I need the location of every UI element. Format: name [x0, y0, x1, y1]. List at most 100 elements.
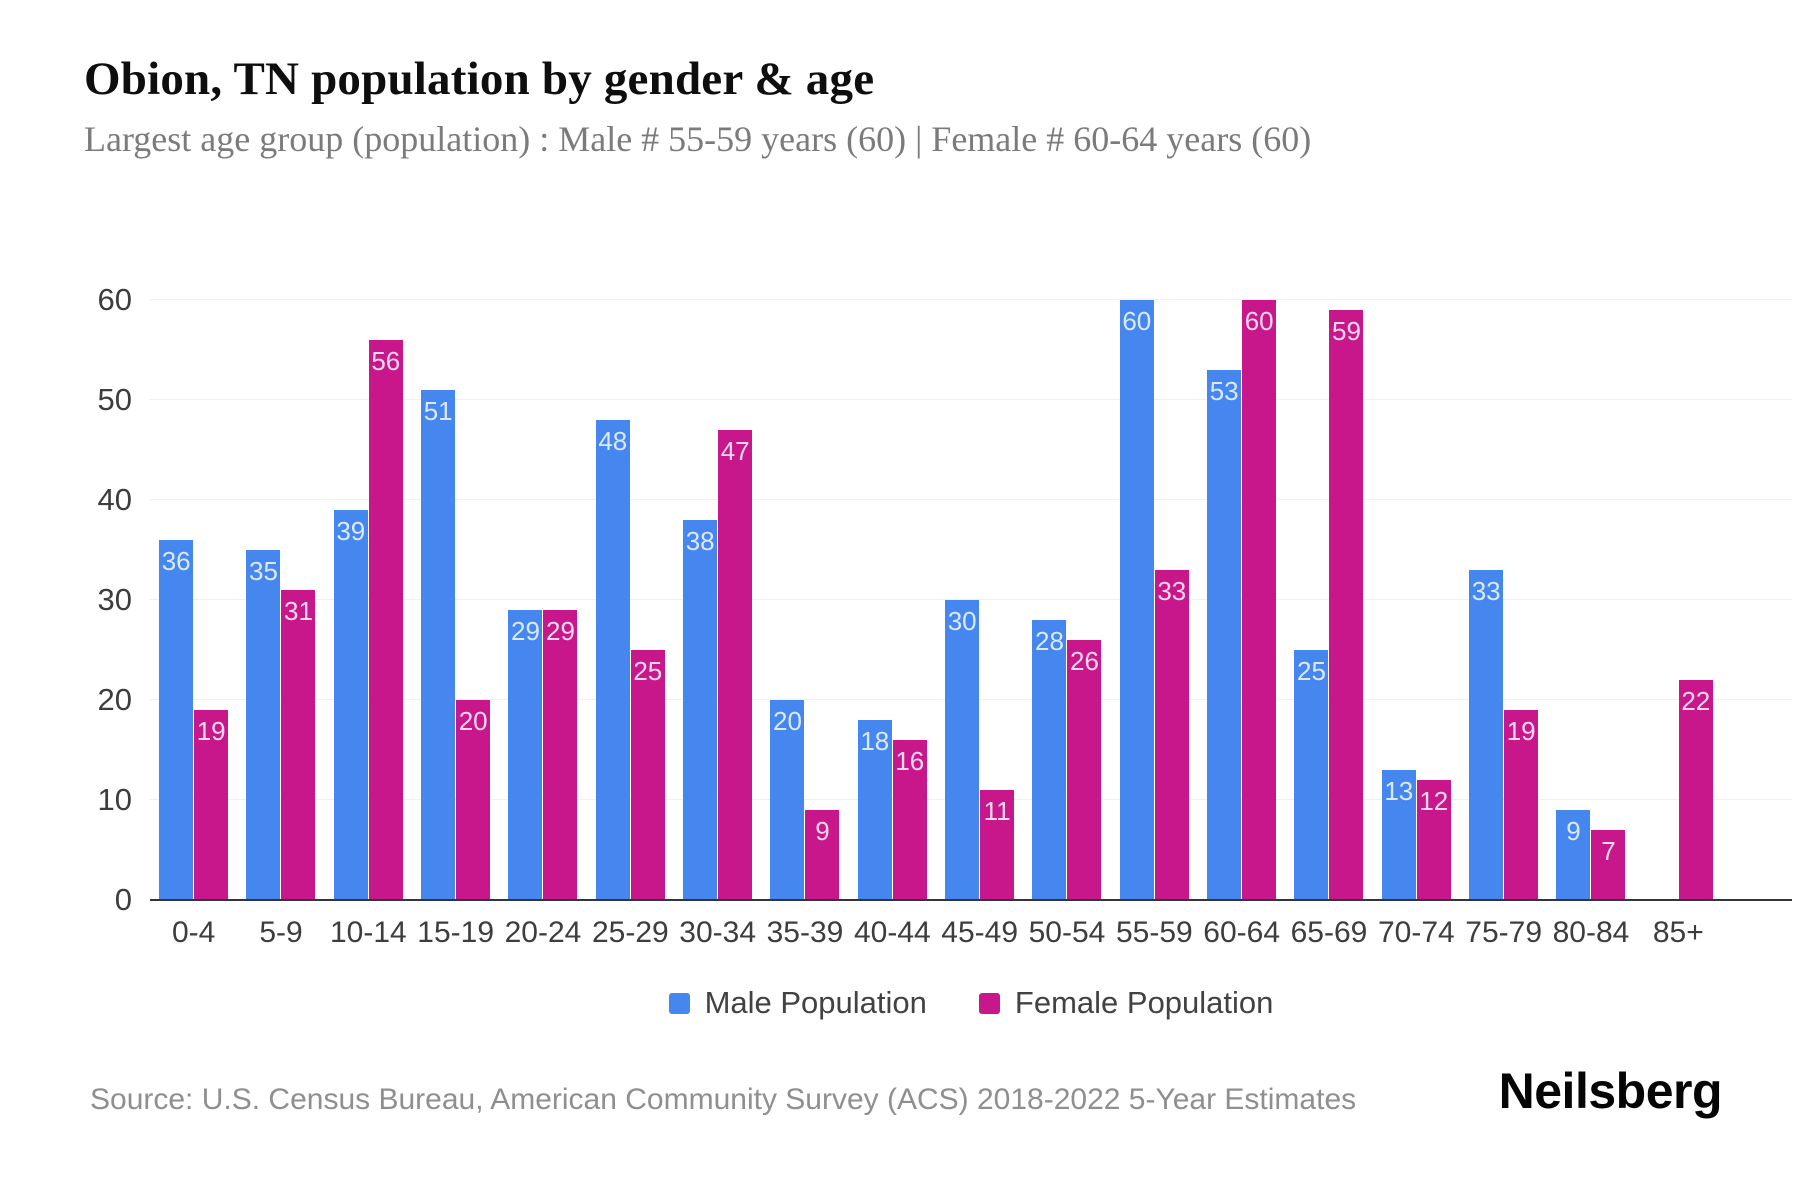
bar-female: 47	[718, 430, 753, 900]
bar-value-label: 20	[458, 706, 488, 736]
bar-male: 51	[421, 390, 456, 900]
legend: Male Population Female Population	[150, 985, 1792, 1021]
bar-group: 38 47	[674, 250, 761, 900]
bar-female: 20	[456, 700, 491, 900]
bar-male: 60	[1119, 300, 1154, 900]
bar-value-label: 25	[633, 656, 663, 686]
bar-value-label: 51	[423, 396, 453, 426]
bar-value-label: 29	[511, 616, 540, 646]
x-axis-category-label: 15-19	[417, 916, 495, 949]
y-axis-tick-label: 30	[97, 582, 132, 617]
bar-value-label: 7	[1601, 836, 1616, 866]
bar-female: 26	[1067, 640, 1102, 900]
bar-value-label: 12	[1419, 786, 1449, 816]
bar-female: 56	[368, 340, 403, 900]
x-axis-line	[150, 899, 1792, 901]
bar-female: 60	[1242, 300, 1277, 900]
bar-value-label: 16	[895, 746, 925, 776]
bar-group: 13 12	[1373, 250, 1460, 900]
bar-value-label: 33	[1471, 576, 1501, 606]
bar-female: 12	[1416, 780, 1451, 900]
bar-female: 59	[1329, 310, 1364, 900]
x-axis-category-label: 40-44	[853, 916, 931, 949]
bar-male: 28	[1032, 620, 1067, 900]
bar-group: 48 25	[587, 250, 674, 900]
bar-female: 22	[1678, 680, 1713, 900]
x-axis-category-label: 0-4	[171, 916, 216, 949]
bar-female: 11	[980, 790, 1015, 900]
bar-male: 25	[1294, 650, 1329, 900]
x-axis-category-label: 35-39	[766, 916, 844, 949]
legend-label-male: Male Population	[704, 985, 927, 1020]
bar-value-label: 25	[1297, 656, 1326, 686]
bar-male: 36	[159, 540, 194, 900]
gridline	[150, 299, 1792, 300]
y-axis-tick-label: 20	[97, 682, 132, 717]
bar-value-label: 13	[1384, 776, 1414, 806]
bar-group: 22	[1635, 250, 1722, 900]
bar-female: 7	[1591, 830, 1626, 900]
bar-value-label: 22	[1681, 686, 1711, 716]
bar-female: 9	[805, 810, 840, 900]
bar-value-label: 9	[1566, 816, 1581, 846]
bar-value-label: 38	[685, 526, 715, 556]
bar-group: 33 19	[1460, 250, 1547, 900]
brand-logo: Neilsberg	[1498, 1063, 1723, 1119]
bar-male: 20	[770, 700, 805, 900]
bar-male: 13	[1381, 770, 1416, 900]
bar-male: 38	[683, 520, 718, 900]
bar-value-label: 47	[720, 436, 750, 466]
bar-group: 18 16	[849, 250, 936, 900]
bar-female: 19	[1504, 710, 1539, 900]
bar-female: 16	[892, 740, 927, 900]
bar-group: 53 60	[1198, 250, 1285, 900]
bar-value-label: 53	[1209, 376, 1239, 406]
bar-female: 19	[194, 710, 229, 900]
gridline	[150, 399, 1792, 400]
y-axis-tick-label: 60	[97, 282, 132, 317]
male-swatch-icon	[668, 992, 690, 1014]
bar-male: 30	[945, 600, 980, 900]
bar-male: 33	[1469, 570, 1504, 900]
x-axis-category-label: 10-14	[329, 916, 407, 949]
gridline	[150, 499, 1792, 500]
bar-value-label: 18	[860, 726, 890, 756]
bar-group: 28 26	[1023, 250, 1110, 900]
y-axis-tick-label: 40	[97, 482, 132, 517]
x-axis-category-label: 65-69	[1290, 916, 1368, 949]
bar-value-label: 36	[161, 546, 191, 576]
x-axis-category-label: 5-9	[259, 916, 303, 949]
bar-value-label: 31	[284, 596, 313, 626]
bar-male: 18	[857, 720, 892, 900]
legend-item-male: Male Population	[668, 985, 927, 1021]
bar-value-label: 59	[1332, 316, 1361, 346]
x-axis-category-label: 20-24	[504, 916, 582, 949]
bar-value-label: 20	[773, 706, 802, 736]
bar-value-label: 28	[1035, 626, 1064, 656]
bar-value-label: 60	[1122, 306, 1152, 336]
x-axis-category-label: 70-74	[1377, 916, 1455, 949]
bar-male: 35	[246, 550, 281, 900]
bar-female: 25	[630, 650, 665, 900]
bar-value-label: 19	[196, 716, 226, 746]
legend-label-female: Female Population	[1014, 985, 1274, 1020]
bar-group: 29 29	[499, 250, 586, 900]
bar-value-label: 39	[336, 516, 366, 546]
bar-group: 20 9	[761, 250, 848, 900]
bar-group: 30 11	[936, 250, 1023, 900]
bar-group: 51 20	[412, 250, 499, 900]
y-axis-tick-label: 0	[114, 882, 132, 917]
bar-value-label: 29	[546, 616, 575, 646]
source-note: Source: U.S. Census Bureau, American Com…	[90, 1083, 1357, 1116]
plot-area: 0 10 20 30 40 50 60 36 19 0-4 35 31 5-9 39 56 10-14 51 20…	[98, 250, 1792, 949]
y-axis-tick-label: 10	[97, 782, 132, 817]
bar-female: 33	[1154, 570, 1189, 900]
bar-male: 53	[1207, 370, 1242, 900]
x-axis-category-label: 45-49	[941, 916, 1019, 949]
page-title: Obion, TN population by gender & age	[84, 53, 875, 105]
x-axis-category-label: 25-29	[591, 916, 669, 949]
gridline	[150, 599, 1792, 600]
x-axis-category-label: 50-54	[1028, 916, 1106, 949]
bar-value-label: 35	[249, 556, 278, 586]
